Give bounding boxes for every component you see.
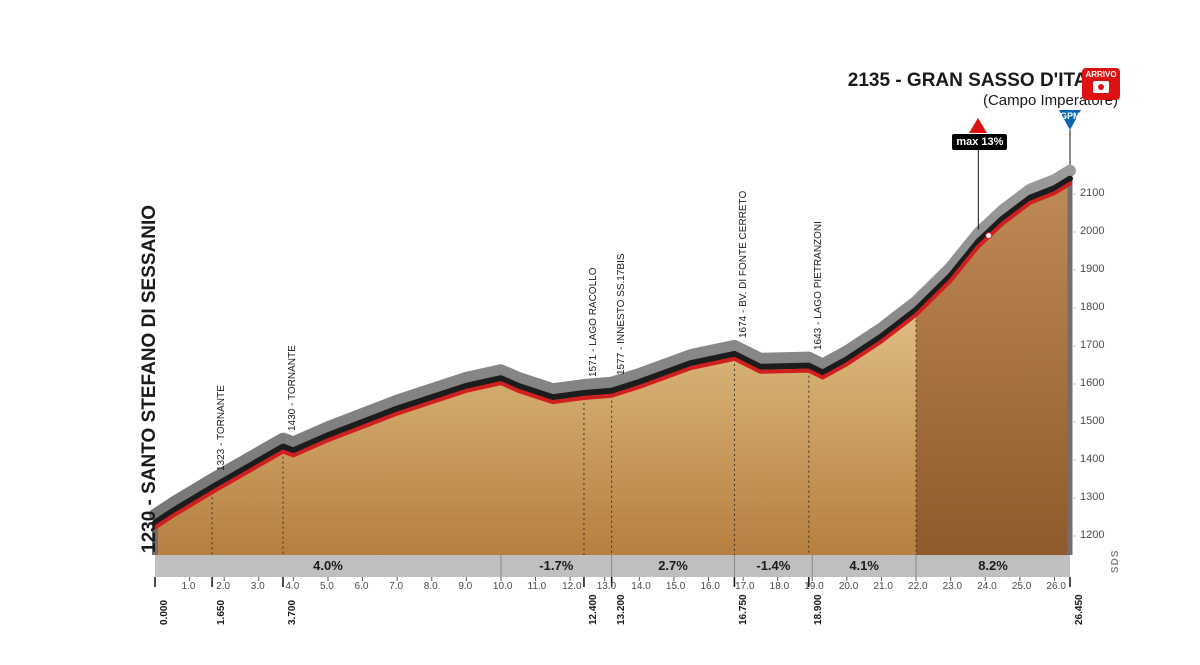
gradient-section-label: 4.0% (308, 558, 348, 573)
arrivo-text: ARRIVO (1082, 70, 1120, 79)
x-tick-major: 13.200 (616, 594, 627, 625)
y-tick-label: 1800 (1080, 301, 1104, 313)
x-tick-minor: 13.0 (597, 581, 616, 592)
poi-label: 1643 - LAGO PIETRANZONI (813, 221, 824, 350)
x-tick-major: 12.400 (588, 594, 599, 625)
x-tick-minor: 26.0 (1046, 581, 1065, 592)
gradient-section-label: -1.7% (536, 558, 576, 573)
y-tick-label: 1300 (1080, 491, 1104, 503)
x-tick-minor: 17.0 (735, 581, 754, 592)
gradient-section-label: -1.4% (753, 558, 793, 573)
sds-label: SDS (1110, 549, 1121, 573)
y-tick-label: 1400 (1080, 453, 1104, 465)
x-tick-minor: 2.0 (216, 581, 230, 592)
x-tick-minor: 19.0 (804, 581, 823, 592)
x-tick-minor: 1.0 (182, 581, 196, 592)
gradient-section-label: 2.7% (653, 558, 693, 573)
gpm-label: GPM (1060, 111, 1081, 121)
x-tick-major: 0.000 (159, 600, 170, 625)
x-tick-minor: 22.0 (908, 581, 927, 592)
y-tick-label: 2100 (1080, 187, 1104, 199)
elevation-profile-chart: 1230 - SANTO STEFANO DI SESSANIO 2135 - … (0, 0, 1200, 660)
x-tick-minor: 25.0 (1012, 581, 1031, 592)
gradient-section-label: 4.1% (844, 558, 884, 573)
finish-location-title: 2135 - GRAN SASSO D'ITALIA (848, 70, 1118, 92)
x-tick-major: 26.450 (1074, 594, 1085, 625)
x-tick-minor: 21.0 (873, 581, 892, 592)
max-grad-badge: max 13% (952, 134, 1007, 150)
gradient-section-label: 8.2% (973, 558, 1013, 573)
poi-label: 1323 - TORNANTE (216, 385, 227, 471)
y-tick-label: 1900 (1080, 263, 1104, 275)
x-tick-minor: 6.0 (355, 581, 369, 592)
x-tick-minor: 10.0 (493, 581, 512, 592)
y-tick-label: 1200 (1080, 529, 1104, 541)
x-tick-minor: 4.0 (285, 581, 299, 592)
poi-label: 1674 - BV. DI FONTE CERRETO (738, 191, 749, 338)
x-tick-minor: 5.0 (320, 581, 334, 592)
x-tick-major: 18.900 (813, 594, 824, 625)
x-tick-minor: 8.0 (424, 581, 438, 592)
y-tick-label: 1700 (1080, 339, 1104, 351)
x-tick-major: 3.700 (287, 600, 298, 625)
poi-label: 1571 - LAGO RACOLLO (588, 268, 599, 378)
x-tick-minor: 14.0 (631, 581, 650, 592)
x-tick-minor: 11.0 (528, 581, 547, 592)
y-tick-label: 2000 (1080, 225, 1104, 237)
x-tick-minor: 20.0 (839, 581, 858, 592)
x-tick-minor: 23.0 (943, 581, 962, 592)
poi-label: 1577 - INNESTO SS.17BIS (616, 253, 627, 375)
x-tick-major: 16.750 (738, 594, 749, 625)
x-tick-minor: 7.0 (389, 581, 403, 592)
max-grad-warning-icon (969, 118, 987, 133)
x-tick-minor: 15.0 (666, 581, 685, 592)
x-tick-major: 1.650 (216, 600, 227, 625)
x-tick-minor: 24.0 (977, 581, 996, 592)
y-tick-label: 1600 (1080, 377, 1104, 389)
x-tick-minor: 3.0 (251, 581, 265, 592)
arrivo-badge: ARRIVO (1082, 68, 1120, 100)
poi-label: 1430 - TORNANTE (287, 345, 298, 431)
start-location-label: 1230 - SANTO STEFANO DI SESSANIO (139, 205, 161, 553)
x-tick-minor: 18.0 (770, 581, 789, 592)
x-tick-minor: 16.0 (700, 581, 719, 592)
x-tick-minor: 9.0 (458, 581, 472, 592)
x-tick-minor: 12.0 (562, 581, 581, 592)
y-tick-label: 1500 (1080, 415, 1104, 427)
